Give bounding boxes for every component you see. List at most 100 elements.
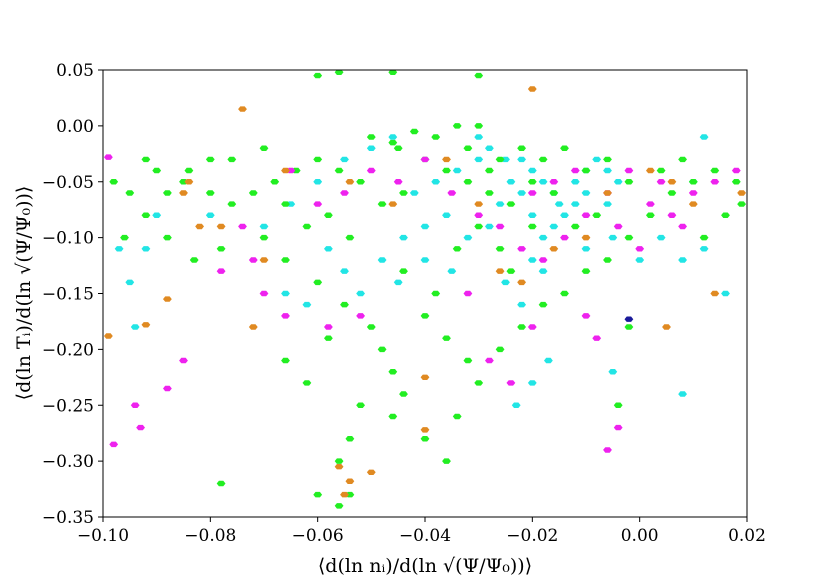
data-point-cyan xyxy=(678,257,687,263)
data-point-green xyxy=(731,179,741,185)
data-point-cyan xyxy=(527,257,537,263)
data-point-magenta xyxy=(688,190,698,196)
data-point-green xyxy=(560,145,569,151)
plot-frame xyxy=(102,69,748,518)
y-tick-label: −0.35 xyxy=(42,508,94,528)
data-point-magenta xyxy=(340,190,349,196)
data-point-green xyxy=(281,257,290,263)
y-tick-label: −0.30 xyxy=(42,452,94,472)
y-tick-label: −0.20 xyxy=(42,340,94,360)
data-point-green xyxy=(570,223,580,230)
data-point-green xyxy=(431,290,441,297)
data-point-orange xyxy=(495,268,505,274)
data-point-magenta xyxy=(216,268,226,274)
data-point-cyan xyxy=(340,156,349,163)
data-point-cyan xyxy=(452,167,462,174)
data-point-green xyxy=(581,268,591,274)
data-point-cyan xyxy=(613,179,623,185)
data-point-orange xyxy=(163,296,172,302)
data-point-cyan xyxy=(152,212,162,218)
data-point-green xyxy=(141,156,151,163)
data-point-magenta xyxy=(731,167,741,174)
data-point-magenta xyxy=(104,154,113,160)
data-point-cyan xyxy=(431,179,441,185)
data-point-green xyxy=(281,357,290,364)
data-point-green xyxy=(442,167,451,174)
data-point-orange xyxy=(340,491,349,498)
data-point-green xyxy=(393,145,403,151)
data-point-magenta xyxy=(163,385,172,392)
data-point-green xyxy=(302,223,312,230)
data-point-green xyxy=(388,369,398,375)
data-point-cyan xyxy=(608,234,618,241)
data-point-cyan xyxy=(463,234,473,241)
data-point-magenta xyxy=(281,313,290,319)
data-point-magenta xyxy=(581,212,591,218)
data-point-magenta xyxy=(474,212,484,218)
data-point-green xyxy=(656,167,666,174)
data-point-green xyxy=(721,212,730,218)
data-point-green xyxy=(366,134,376,140)
data-point-cyan xyxy=(114,246,124,252)
data-point-green xyxy=(420,313,430,319)
data-point-green xyxy=(399,268,408,274)
data-point-orange xyxy=(646,167,655,174)
data-point-orange xyxy=(216,223,226,230)
data-point-orange xyxy=(141,322,151,328)
data-point-cyan xyxy=(442,212,451,218)
data-point-magenta xyxy=(570,167,580,174)
data-point-green xyxy=(259,145,269,151)
data-point-green xyxy=(399,190,408,196)
data-point-green xyxy=(463,145,473,151)
data-point-magenta xyxy=(581,313,591,319)
data-point-magenta xyxy=(447,190,457,196)
data-point-green xyxy=(184,167,194,174)
data-point-magenta xyxy=(485,357,494,364)
data-point-orange xyxy=(737,190,746,196)
data-point-cyan xyxy=(125,279,135,286)
data-point-orange xyxy=(662,324,671,330)
data-point-cyan xyxy=(635,257,645,263)
data-point-cyan xyxy=(141,246,151,252)
data-point-green xyxy=(474,72,484,79)
data-point-green xyxy=(527,223,537,230)
data-point-cyan xyxy=(506,179,516,185)
data-point-magenta xyxy=(538,257,548,263)
data-point-green xyxy=(452,246,462,252)
data-point-green xyxy=(463,179,473,185)
data-point-green xyxy=(538,156,548,163)
data-point-magenta xyxy=(549,179,559,185)
data-point-green xyxy=(699,234,709,241)
data-point-green xyxy=(474,123,484,129)
data-point-magenta xyxy=(613,424,623,431)
data-point-green xyxy=(227,156,237,163)
data-point-orange xyxy=(710,290,720,297)
data-point-green xyxy=(248,190,258,196)
data-point-magenta xyxy=(136,424,145,431)
data-point-cyan xyxy=(259,223,269,230)
data-point-magenta xyxy=(592,335,602,341)
data-point-magenta xyxy=(420,156,430,163)
data-point-magenta xyxy=(710,179,720,185)
data-point-cyan xyxy=(447,268,457,274)
data-point-orange xyxy=(281,167,290,174)
data-point-cyan xyxy=(324,246,333,252)
data-point-green xyxy=(216,246,226,252)
data-point-green xyxy=(688,179,698,185)
data-point-green xyxy=(216,480,226,487)
data-point-green xyxy=(377,201,387,207)
y-axis-ticks: −0.35 −0.30 −0.25 −0.20 −0.15 −0.10 −0.05 0.00 0… xyxy=(42,61,103,528)
data-point-cyan xyxy=(356,290,365,297)
data-point-magenta xyxy=(238,223,247,230)
data-point-orange xyxy=(388,201,398,207)
data-point-cyan xyxy=(130,324,140,330)
data-point-orange xyxy=(248,324,258,330)
data-point-cyan xyxy=(581,246,591,252)
data-point-green xyxy=(517,145,526,151)
data-point-cyan xyxy=(409,190,419,196)
data-point-magenta xyxy=(635,246,645,252)
y-tick-label: 0.05 xyxy=(56,61,94,81)
data-point-green xyxy=(495,346,505,353)
data-point-magenta xyxy=(313,201,323,207)
